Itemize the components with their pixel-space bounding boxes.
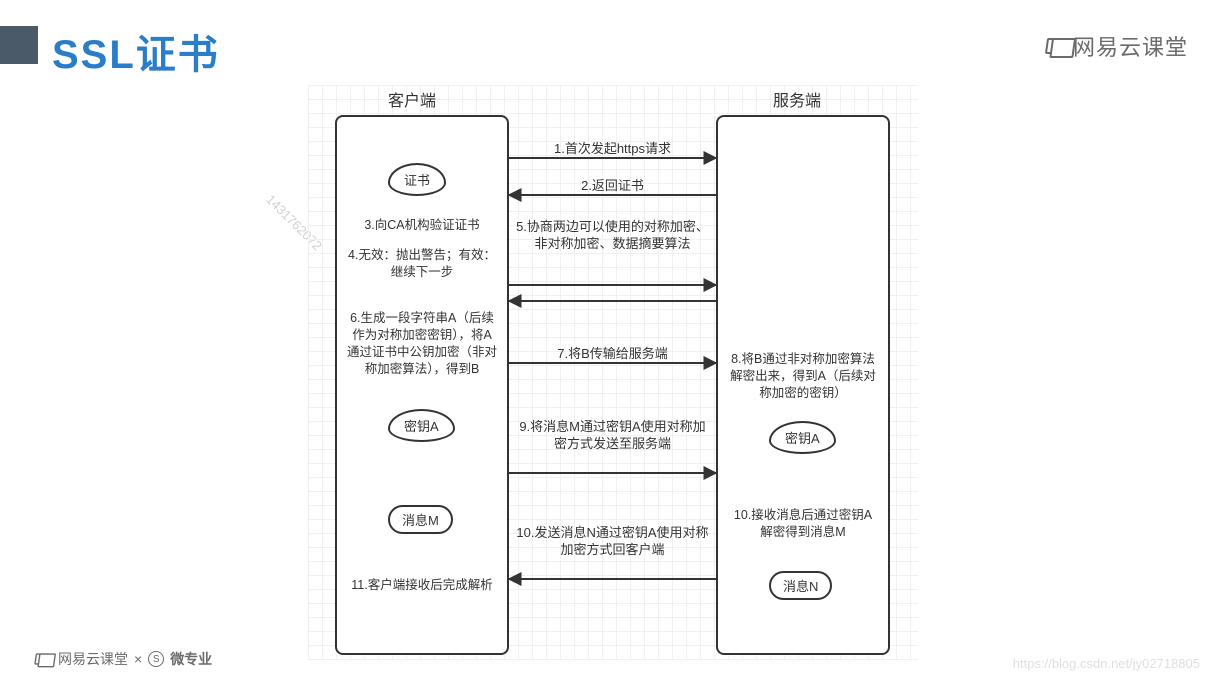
- ssl-sequence-diagram: 客户端 服务端 3.向CA机构验证证书4.无效：抛出警告；有效：继续下一步6.生…: [308, 85, 918, 660]
- cloud-bubble: 密钥A: [388, 409, 455, 442]
- pill-bubble: 消息M: [388, 505, 453, 534]
- brand-top-right: 网易云课堂: [1046, 30, 1188, 62]
- brand-bl-a: 网易云课堂: [58, 649, 128, 669]
- brand-bottom-left: 网易云课堂 × S 微专业: [32, 649, 212, 669]
- arrow-label: 7.将B传输给服务端: [515, 346, 710, 363]
- pill-bubble: 消息N: [769, 571, 832, 600]
- s-icon: S: [148, 651, 164, 667]
- arrow-label: 5.协商两边可以使用的对称加密、非对称加密、数据摘要算法: [515, 219, 710, 253]
- arrow-label: 10.发送消息N通过密钥A使用对称加密方式回客户端: [515, 525, 710, 559]
- page-title: SSL证书: [52, 22, 220, 80]
- page-root: SSL证书 网易云课堂 1431762072 https://blog.csdn…: [0, 0, 1216, 677]
- cloud-bubble: 证书: [388, 163, 446, 196]
- brand-bl-x: ×: [134, 651, 142, 667]
- brand-bl-b: 微专业: [170, 649, 212, 669]
- brand-tr-text: 网易云课堂: [1073, 30, 1188, 62]
- arrow-label: 9.将消息M通过密钥A使用对称加密方式发送至服务端: [515, 419, 710, 453]
- book-icon: [34, 653, 50, 664]
- book-icon: [1045, 38, 1067, 54]
- accent-bar: [0, 26, 38, 64]
- arrow-label: 2.返回证书: [515, 178, 710, 195]
- watermark-url: https://blog.csdn.net/jy02718805: [1013, 656, 1200, 671]
- arrow-label: 1.首次发起https请求: [515, 141, 710, 158]
- cloud-bubble: 密钥A: [769, 421, 836, 454]
